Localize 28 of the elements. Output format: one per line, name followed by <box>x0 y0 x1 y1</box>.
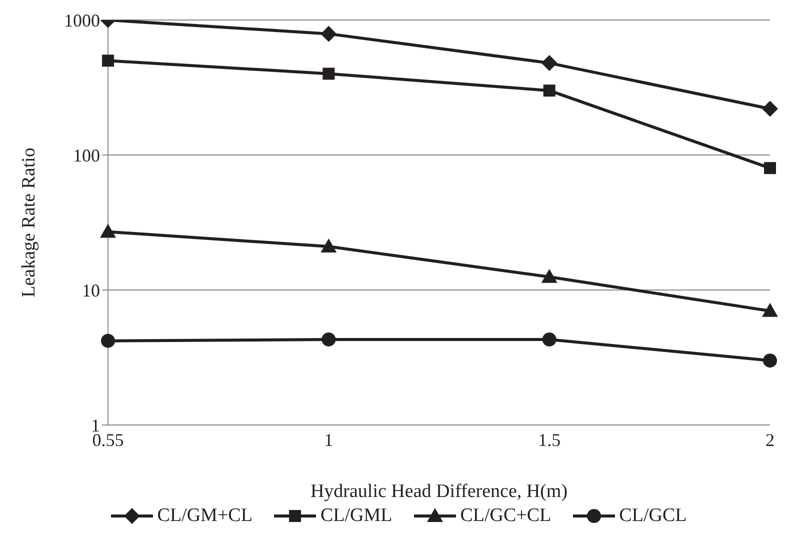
point <box>100 224 116 238</box>
y-tick-label: 100 <box>73 145 100 166</box>
x-tick-label: 1.5 <box>538 430 561 450</box>
point <box>322 68 335 80</box>
y-tick-label: 1000 <box>64 10 100 30</box>
point <box>764 162 776 174</box>
point <box>762 100 778 117</box>
x-axis-title: Hydraulic Head Difference, H(m) <box>310 481 568 502</box>
legend-label: CL/GCL <box>619 505 687 527</box>
legend-label: CL/GM+CL <box>157 505 252 527</box>
y-tick-label: 10 <box>82 280 100 300</box>
point <box>541 55 558 72</box>
point <box>101 334 115 348</box>
point <box>541 268 558 283</box>
point <box>102 54 114 67</box>
point <box>542 332 556 346</box>
legend-label: CL/GML <box>320 505 392 527</box>
point <box>320 238 337 252</box>
x-tick-label: 2 <box>766 430 774 450</box>
legend-label: CL/GC+CL <box>460 505 552 527</box>
point <box>763 354 777 368</box>
x-tick-label: 1 <box>324 430 334 450</box>
point <box>762 302 778 317</box>
point <box>320 26 337 42</box>
y-axis-title: Leakage Rate Ratio <box>18 148 40 298</box>
y-tick-label: 1 <box>91 415 100 436</box>
point <box>322 332 336 346</box>
point <box>543 84 556 97</box>
